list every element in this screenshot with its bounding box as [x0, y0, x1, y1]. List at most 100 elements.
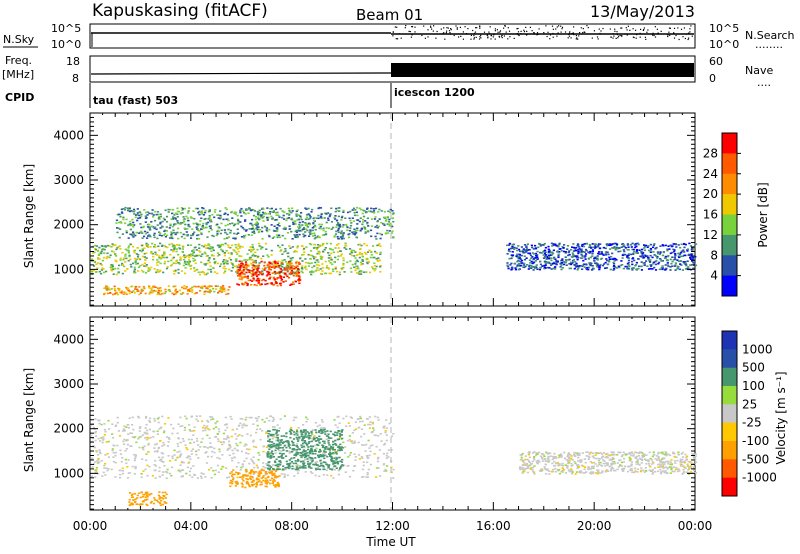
- echo-cell: [135, 290, 139, 293]
- echo-cell: [258, 271, 261, 273]
- echo-cell: [193, 429, 196, 432]
- echo-cell: [343, 247, 346, 249]
- echo-cell: [235, 428, 239, 430]
- echo-cell: [530, 244, 533, 247]
- echo-cell: [310, 273, 313, 276]
- echo-cell: [252, 480, 255, 483]
- echo-cell: [223, 229, 226, 231]
- echo-cell: [358, 454, 361, 456]
- echo-cell: [351, 263, 354, 266]
- echo-cell: [132, 208, 136, 211]
- echo-cell: [171, 455, 174, 458]
- echo-cell: [176, 456, 179, 459]
- echo-cell: [349, 224, 353, 227]
- echo-cell: [354, 421, 358, 423]
- echo-cell: [544, 251, 547, 253]
- echo-cell: [295, 234, 299, 236]
- echo-cell: [114, 425, 117, 427]
- echo-cell: [282, 214, 285, 217]
- echo-cell: [281, 253, 284, 255]
- echo-cell: [181, 286, 184, 289]
- echo-cell: [165, 477, 168, 479]
- nsearch-dot: [560, 31, 562, 33]
- echo-cell: [366, 208, 369, 210]
- echo-cell: [297, 279, 300, 281]
- echo-cell: [201, 429, 205, 432]
- echo-cell: [317, 217, 320, 220]
- echo-cell: [332, 463, 335, 466]
- echo-cell: [522, 251, 525, 254]
- echo-cell: [610, 255, 613, 258]
- echo-cell: [208, 446, 212, 448]
- echo-cell: [297, 439, 300, 441]
- echo-cell: [97, 258, 100, 260]
- echo-cell: [344, 217, 347, 219]
- echo-cell: [133, 270, 136, 273]
- echo-cell: [674, 253, 677, 255]
- velocity-echoes: [90, 415, 698, 507]
- echo-cell: [171, 212, 174, 215]
- echo-cell: [239, 272, 242, 275]
- echo-cell: [376, 226, 379, 229]
- echo-cell: [300, 212, 303, 214]
- echo-cell: [244, 219, 247, 221]
- echo-cell: [146, 436, 149, 439]
- echo-cell: [330, 252, 333, 255]
- echo-cell: [172, 229, 175, 232]
- echo-cell: [106, 252, 109, 255]
- echo-cell: [270, 471, 273, 473]
- echo-cell: [267, 263, 270, 265]
- echo-cell: [376, 232, 379, 235]
- echo-cell: [257, 452, 260, 454]
- echo-cell: [585, 249, 588, 252]
- echo-cell: [184, 223, 187, 226]
- echo-cell: [532, 248, 535, 250]
- echo-cell: [181, 475, 184, 478]
- echo-cell: [308, 222, 311, 225]
- echo-cell: [530, 260, 533, 263]
- echo-cell: [262, 450, 265, 453]
- echo-cell: [307, 446, 310, 448]
- nsearch-dot: [414, 26, 416, 28]
- echo-cell: [195, 249, 198, 251]
- echo-cell: [520, 246, 523, 248]
- echo-cell: [287, 463, 290, 465]
- echo-cell: [368, 447, 371, 449]
- echo-cell: [579, 249, 582, 252]
- echo-cell: [332, 441, 335, 444]
- echo-cell: [233, 249, 236, 252]
- echo-cell: [326, 446, 329, 449]
- echo-cell: [567, 259, 570, 261]
- echo-cell: [349, 227, 352, 229]
- nsearch-dot: [577, 38, 579, 40]
- echo-cell: [205, 255, 208, 258]
- echo-cell: [269, 479, 272, 481]
- echo-cell: [385, 470, 388, 472]
- nsearch-dot: [479, 36, 481, 38]
- nsearch-dot: [529, 26, 531, 28]
- nsearch-dot: [466, 33, 468, 35]
- echo-cell: [252, 473, 255, 476]
- echo-cell: [159, 256, 162, 259]
- echo-cell: [591, 249, 595, 251]
- nsearch-dot: [639, 32, 641, 34]
- echo-cell: [152, 216, 155, 218]
- echo-cell: [167, 455, 170, 457]
- echo-cell: [212, 469, 215, 472]
- echo-cell: [156, 224, 159, 226]
- echo-cell: [588, 252, 592, 254]
- echo-cell: [298, 282, 301, 285]
- echo-cell: [627, 259, 630, 262]
- echo-cell: [173, 285, 176, 288]
- echo-cell: [146, 237, 149, 239]
- echo-cell: [225, 237, 229, 239]
- nsearch-dot: [653, 34, 655, 37]
- echo-cell: [188, 474, 191, 477]
- nsearch-dot: [455, 25, 457, 27]
- echo-cell: [224, 231, 227, 234]
- echo-cell: [144, 215, 147, 217]
- echo-cell: [349, 260, 352, 262]
- echo-cell: [296, 464, 299, 466]
- echo-cell: [591, 255, 594, 257]
- echo-cell: [154, 253, 157, 255]
